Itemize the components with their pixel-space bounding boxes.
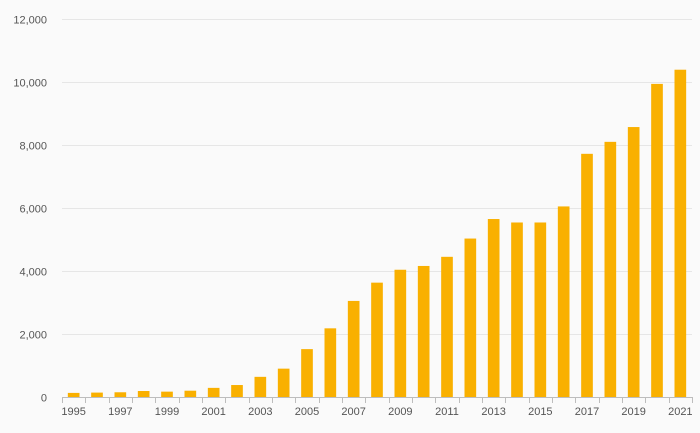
x-tick-label: 2021 [668,406,692,418]
bar-2019 [627,127,640,398]
bar-2008 [371,282,383,397]
y-tick-label: 0 [41,393,47,405]
x-tick-label: 2005 [295,406,319,418]
bar-2015 [534,222,547,397]
bars [67,69,687,398]
y-tick-label: 2,000 [19,330,47,342]
bar-2002 [231,385,243,397]
bar-2007 [347,300,360,397]
bar-2006 [324,328,337,397]
x-tick-label: 2009 [388,406,412,418]
y-tick-label: 8,000 [19,141,47,153]
y-tick-label: 6,000 [19,204,47,216]
x-tick-label: 2001 [201,406,225,418]
x-tick-label: 1999 [155,406,179,418]
x-tick-label: 2019 [621,406,645,418]
bar-1996 [91,392,103,397]
y-axis-tick-labels: 0 2,000 4,000 6,000 8,000 10,000 12,000 [13,15,47,405]
x-tick-label: 1995 [61,406,85,418]
bar-2018 [604,141,617,397]
bar-2001 [207,387,220,397]
bar-2003 [254,376,267,397]
x-tick-label: 2013 [481,406,505,418]
bar-2014 [511,222,523,397]
x-tick-label: 2015 [528,406,552,418]
bar-2013 [487,219,500,397]
x-axis-tick-labels: 1995 1997 1999 2001 2003 2005 2007 2009 2011 2013… [61,397,693,418]
x-tick-label: 2011 [435,406,459,418]
bar-2011 [441,256,453,397]
bar-2005 [301,349,313,397]
bar-2004 [277,368,290,397]
bar-2016 [557,206,570,397]
bar-2017 [581,153,593,397]
bar-2000 [184,390,197,397]
bar-2009 [394,269,407,397]
bar-1995 [67,392,80,397]
bar-2020 [651,83,663,397]
x-tick-label: 2017 [575,406,599,418]
y-tick-label: 4,000 [19,267,47,279]
bar-2012 [464,238,477,397]
x-tick-label: 2007 [341,406,365,418]
y-tick-label: 12,000 [13,15,47,27]
x-tick-label: 1997 [108,406,132,418]
bar-1999 [161,391,173,397]
bar-1997 [114,392,127,397]
bar-1998 [137,391,150,397]
bar-2021 [674,69,687,398]
bar-2010 [417,265,430,397]
x-tick-label: 2003 [248,406,272,418]
y-tick-label: 10,000 [13,78,47,90]
